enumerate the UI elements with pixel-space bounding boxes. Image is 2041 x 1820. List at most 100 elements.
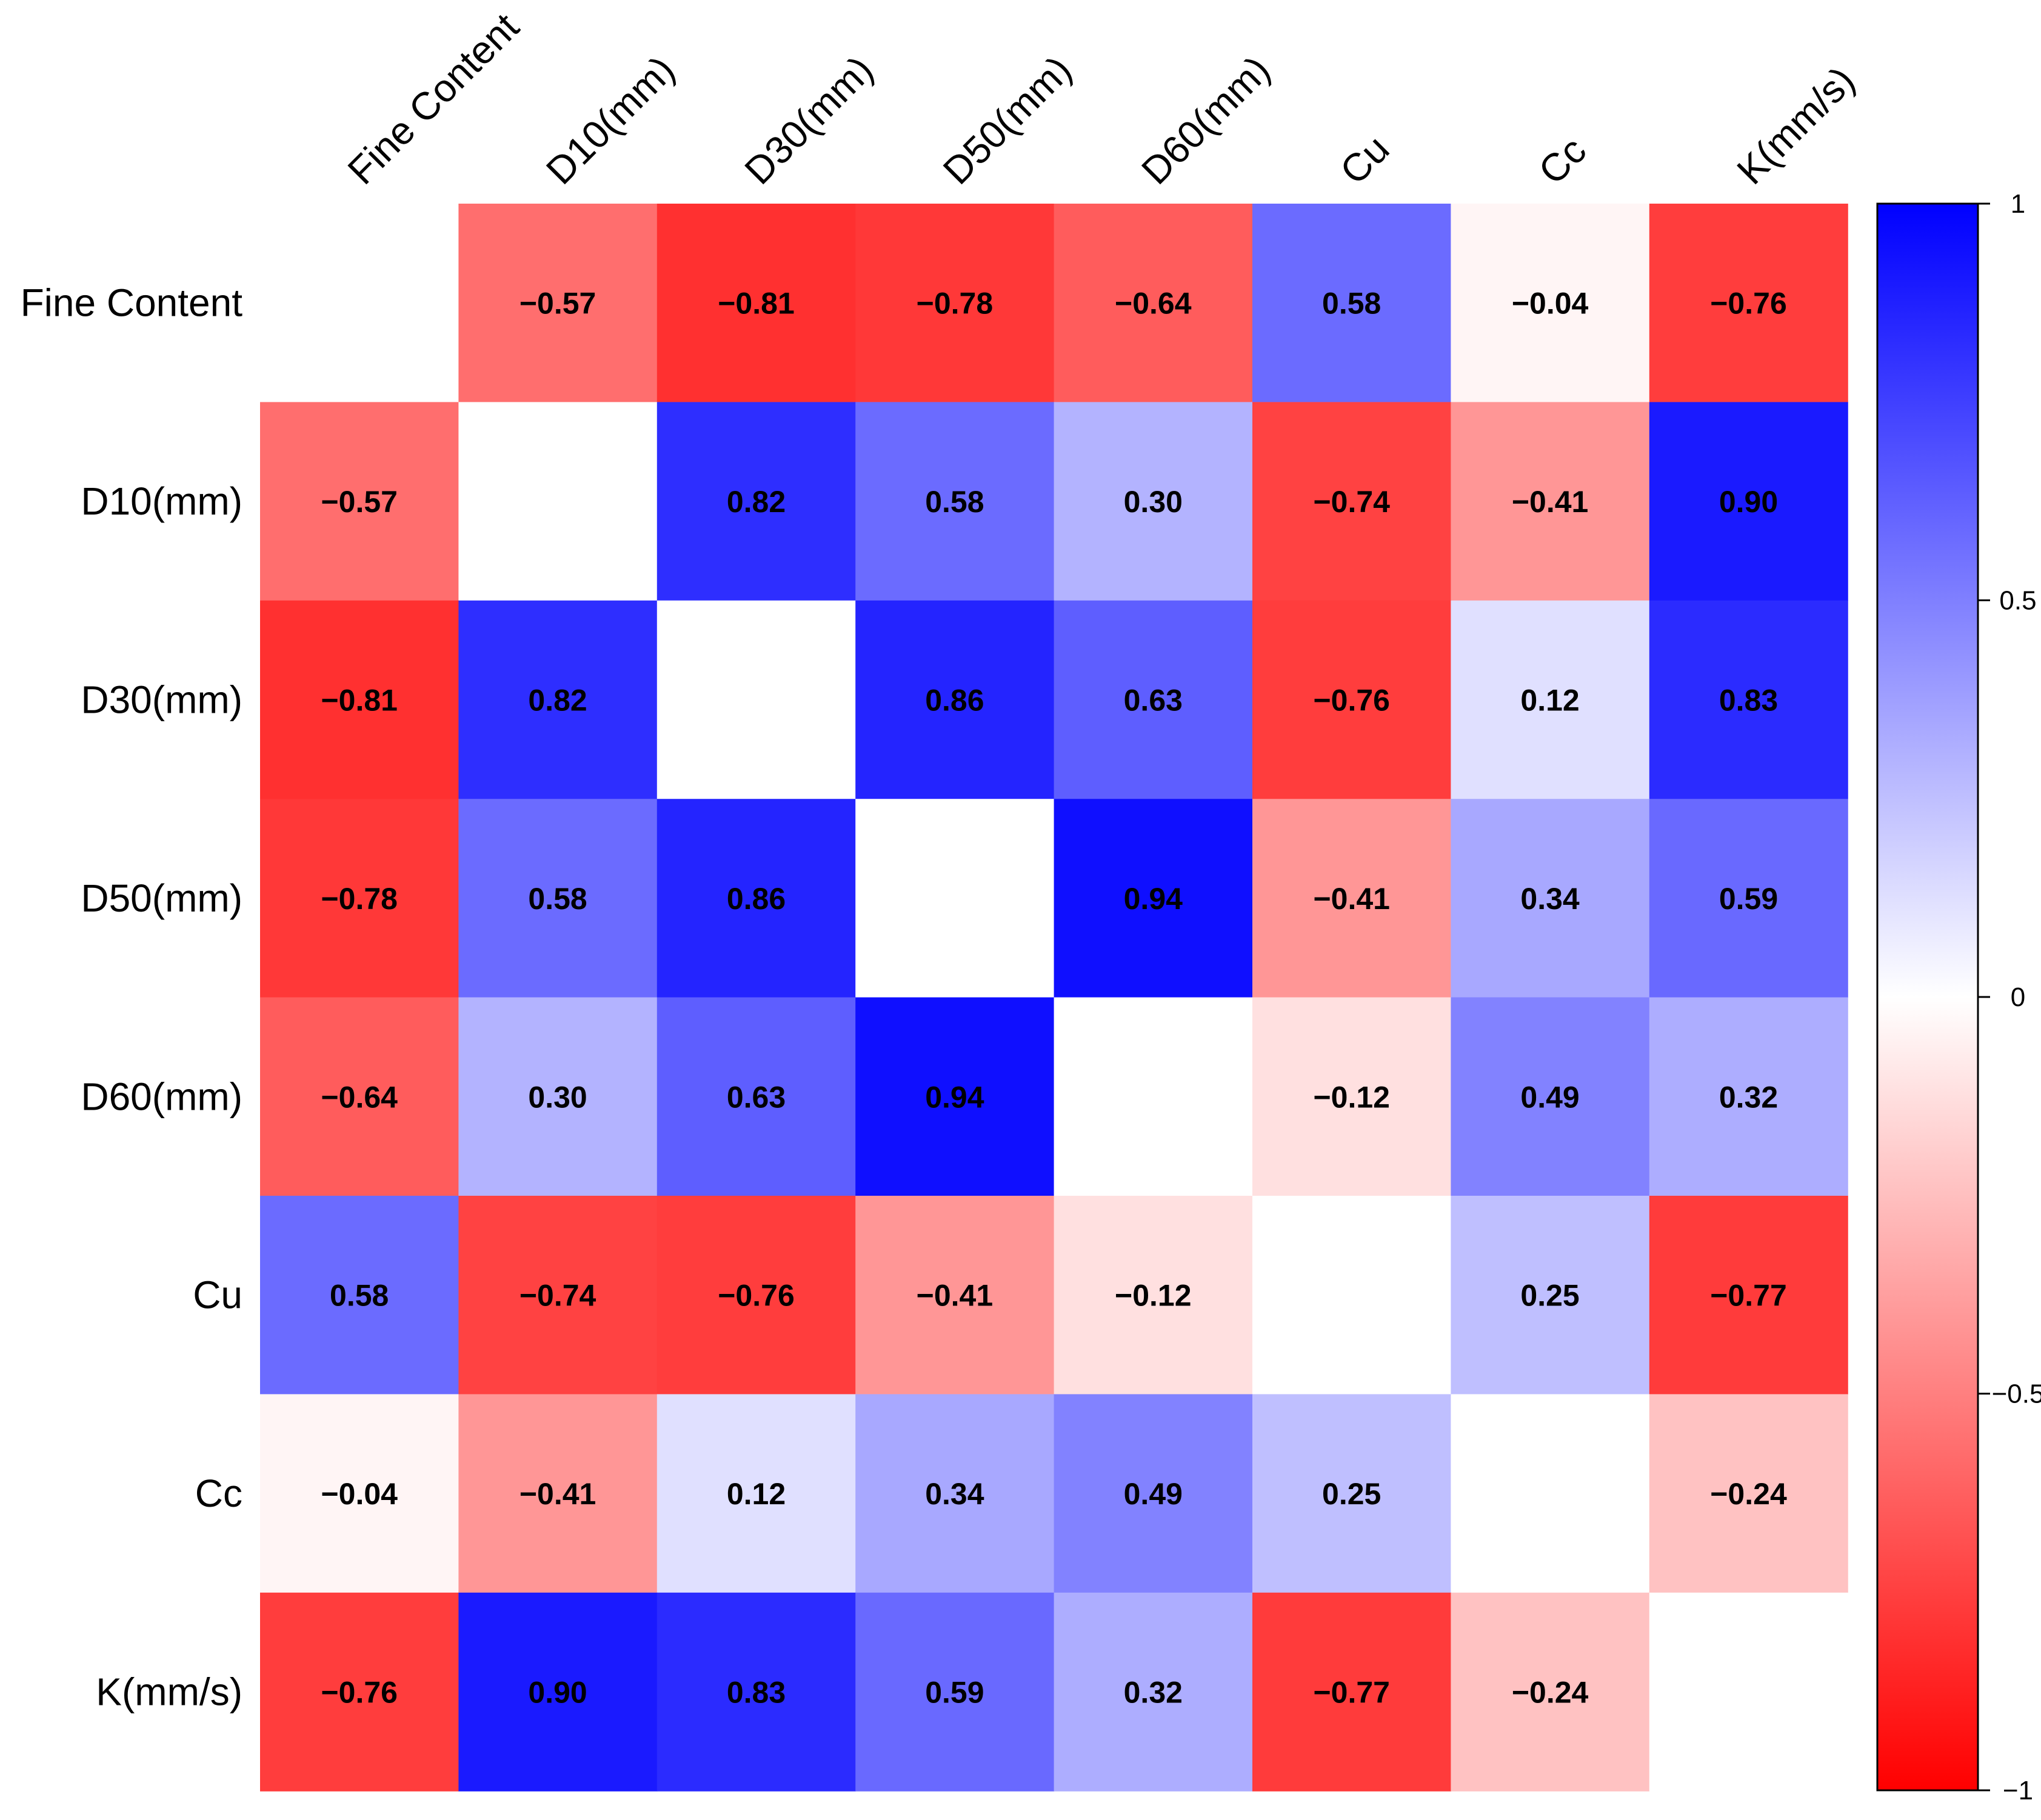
- heatmap-cell-d60-mm-k-mm-s: [1649, 997, 1848, 1196]
- heatmap-cell-labels: −0.57 −0.81 −0.78 −0.64 0.58 −0.04 −0.76 −0.57 0…: [321, 287, 1787, 1710]
- heatmap-cell-fine-content-d10-mm: [458, 204, 658, 402]
- column-labels: Fine Content D10(mm) D30(mm) D50(mm) D60(mm)…: [339, 5, 1863, 193]
- cell-value-label: −0.77: [1313, 1676, 1390, 1710]
- cell-value-label: −0.57: [519, 287, 596, 321]
- cell-value-label: 0.25: [1322, 1477, 1381, 1511]
- cell-value-label: 0.94: [1124, 882, 1183, 916]
- colorbar-tick-label: 0: [2011, 982, 2025, 1012]
- cell-value-label: 0.58: [528, 882, 587, 916]
- cell-value-label: −0.41: [917, 1279, 994, 1313]
- heatmap-cell-d30-mm-d50-mm: [855, 600, 1055, 799]
- heatmap-cell-d60-mm-d30-mm: [656, 997, 856, 1196]
- heatmap-cell-d50-mm-d60-mm: [1054, 799, 1253, 998]
- heatmap-cell-k-mm-s-d50-mm: [855, 1592, 1055, 1792]
- cell-value-label: −0.74: [519, 1279, 596, 1313]
- cell-value-label: −0.24: [1710, 1477, 1787, 1511]
- cell-value-label: −0.76: [718, 1279, 795, 1313]
- cell-value-label: 0.90: [528, 1676, 587, 1710]
- cell-value-label: 0.82: [528, 684, 587, 718]
- cell-value-label: 0.58: [1322, 287, 1381, 321]
- cell-value-label: −0.41: [519, 1477, 596, 1511]
- colorbar-tick-label: 0.5: [1999, 586, 2036, 616]
- cell-value-label: −0.12: [1313, 1080, 1390, 1114]
- cell-value-label: 0.59: [925, 1676, 984, 1710]
- cell-value-label: −0.76: [321, 1676, 398, 1710]
- cell-value-label: 0.30: [528, 1080, 587, 1114]
- cell-value-label: 0.32: [1719, 1080, 1778, 1114]
- heatmap-cell-d10-mm-d50-mm: [855, 402, 1055, 601]
- heatmap-cell-cc-fine-content: [260, 1394, 459, 1593]
- cell-value-label: 0.63: [727, 1080, 786, 1114]
- heatmap-cell-d30-mm-fine-content: [260, 600, 459, 799]
- heatmap-cell-cc-cc: [1451, 1394, 1650, 1593]
- cell-value-label: −0.76: [1313, 684, 1390, 718]
- cell-value-label: −0.76: [1710, 287, 1787, 321]
- column-label-d10-mm: D10(mm): [538, 47, 683, 192]
- heatmap-cell-k-mm-s-d10-mm: [458, 1592, 658, 1792]
- row-label-d50-mm: D50(mm): [81, 876, 242, 920]
- row-label-k-mm-s: K(mm/s): [96, 1670, 242, 1714]
- cell-value-label: −0.77: [1710, 1279, 1787, 1313]
- cell-value-label: 0.12: [1520, 684, 1579, 718]
- column-label-k-mm-s: K(mm/s): [1728, 58, 1863, 193]
- heatmap-cell-fine-content-cu: [1252, 204, 1451, 402]
- cell-value-label: −0.78: [917, 287, 994, 321]
- row-label-cc: Cc: [195, 1472, 242, 1515]
- heatmap-cell-d60-mm-d60-mm: [1054, 997, 1253, 1196]
- heatmap-cell-cc-d10-mm: [458, 1394, 658, 1593]
- heatmap-cell-fine-content-d60-mm: [1054, 204, 1253, 402]
- heatmap-cell-fine-content-cc: [1451, 204, 1650, 402]
- column-label-cc: Cc: [1530, 128, 1594, 193]
- heatmap-cell-cu-d30-mm: [656, 1196, 856, 1395]
- heatmap-cell-d30-mm-d30-mm: [656, 600, 856, 799]
- heatmap-cell-cc-d60-mm: [1054, 1394, 1253, 1593]
- heatmap-cells: [260, 204, 1848, 1792]
- cell-value-label: 0.63: [1124, 684, 1183, 718]
- column-label-d60-mm: D60(mm): [1133, 47, 1278, 192]
- heatmap-cell-cc-k-mm-s: [1649, 1394, 1848, 1593]
- heatmap-cell-k-mm-s-d30-mm: [656, 1592, 856, 1792]
- cell-value-label: −0.57: [321, 485, 398, 519]
- cell-value-label: −0.12: [1115, 1279, 1192, 1313]
- heatmap-cell-d30-mm-cc: [1451, 600, 1650, 799]
- heatmap-cell-cu-cu: [1252, 1196, 1451, 1395]
- heatmap-cell-d30-mm-d60-mm: [1054, 600, 1253, 799]
- heatmap-cell-k-mm-s-cu: [1252, 1592, 1451, 1792]
- column-label-fine-content: Fine Content: [339, 5, 527, 193]
- heatmap-cell-fine-content-fine-content: [260, 204, 459, 402]
- cell-value-label: −0.81: [321, 684, 398, 718]
- heatmap-cell-cu-d50-mm: [855, 1196, 1055, 1395]
- heatmap-cell-cu-fine-content: [260, 1196, 459, 1395]
- heatmap-cell-d10-mm-d60-mm: [1054, 402, 1253, 601]
- colorbar: 1 0.5 0 −0.5 −1: [1876, 189, 2041, 1805]
- heatmap-cell-d60-mm-cu: [1252, 997, 1451, 1196]
- heatmap-cell-d10-mm-d10-mm: [458, 402, 658, 601]
- cell-value-label: 0.25: [1520, 1279, 1579, 1313]
- cell-value-label: 0.90: [1719, 485, 1778, 519]
- cell-value-label: 0.34: [1520, 882, 1580, 916]
- heatmap-cell-d60-mm-fine-content: [260, 997, 459, 1196]
- cell-value-label: −0.64: [321, 1080, 398, 1114]
- row-label-fine-content: Fine Content: [21, 281, 243, 325]
- cell-value-label: 0.94: [925, 1080, 984, 1114]
- cell-value-label: 0.58: [925, 485, 984, 519]
- cell-value-label: −0.41: [1512, 485, 1589, 519]
- heatmap-cell-cu-cc: [1451, 1196, 1650, 1395]
- heatmap-cell-d10-mm-cc: [1451, 402, 1650, 601]
- heatmap-cell-d50-mm-cu: [1252, 799, 1451, 998]
- cell-value-label: 0.82: [727, 485, 786, 519]
- cell-value-label: 0.86: [727, 882, 786, 916]
- heatmap-cell-d60-mm-cc: [1451, 997, 1650, 1196]
- cell-value-label: 0.49: [1124, 1477, 1183, 1511]
- heatmap-cell-d10-mm-k-mm-s: [1649, 402, 1848, 601]
- row-label-d60-mm: D60(mm): [81, 1075, 242, 1118]
- cell-value-label: 0.83: [1719, 684, 1778, 718]
- cell-value-label: 0.12: [727, 1477, 786, 1511]
- column-label-cu: Cu: [1332, 127, 1398, 193]
- colorbar-tick-label: −1: [2003, 1776, 2033, 1805]
- cell-value-label: 0.58: [330, 1279, 389, 1313]
- colorbar-gradient: [1876, 202, 1979, 1792]
- heatmap-cell-cu-d60-mm: [1054, 1196, 1253, 1395]
- cell-value-label: −0.74: [1313, 485, 1390, 519]
